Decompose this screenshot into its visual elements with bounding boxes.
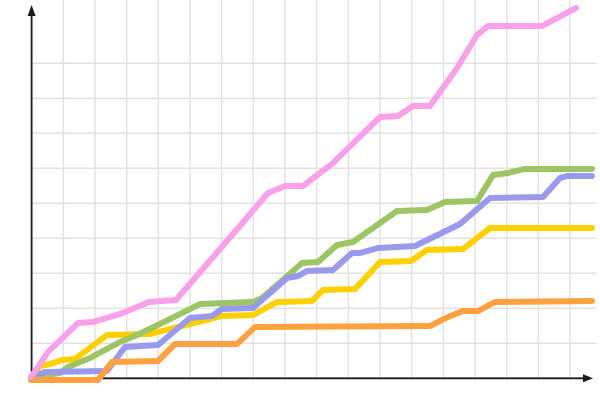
series-pink-group (28, 5, 579, 380)
y-axis-arrowhead-icon (27, 5, 36, 16)
series-blue-group (28, 173, 595, 381)
axes-group (27, 5, 593, 383)
series-pink-line (28, 5, 579, 380)
gridlines-group (31, 0, 597, 379)
series-green-line (28, 166, 595, 380)
series-orange-group (28, 298, 595, 383)
series-yellow-group (28, 225, 595, 380)
series-blue-line (28, 173, 595, 381)
x-axis-arrowhead-icon (583, 374, 593, 383)
series-green-group (28, 166, 595, 380)
series-yellow-line (28, 225, 595, 380)
series-orange-line (28, 298, 595, 383)
